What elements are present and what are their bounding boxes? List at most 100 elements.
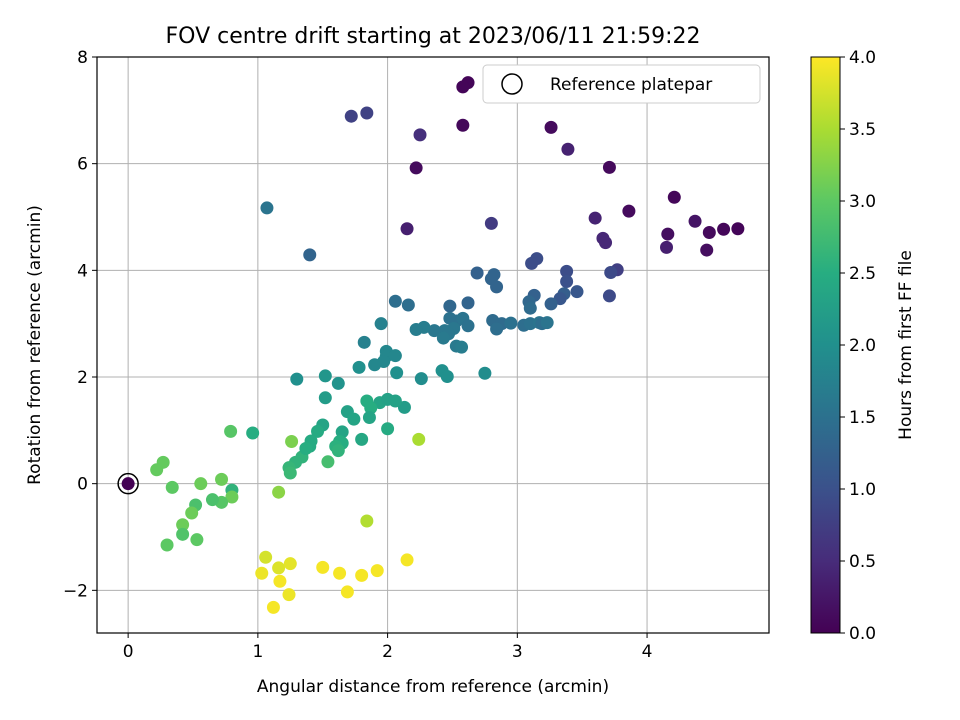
data-point [388,394,402,408]
data-point [331,444,345,458]
data-point [400,222,414,236]
data-point [455,340,469,354]
y-axis-label: Rotation from reference (arcmin) [25,205,45,485]
data-point [273,574,287,588]
data-point [400,553,414,567]
data-point [490,322,504,336]
y-tick-label: −2 [63,581,88,601]
y-tick-label: 2 [77,368,88,388]
data-point [667,190,681,204]
data-point [390,366,404,380]
x-axis: 0 1 2 3 4 [123,633,652,662]
data-point [401,298,415,312]
x-tick-label: 1 [252,642,263,662]
data-point [490,280,504,294]
data-point [331,376,345,390]
data-point [700,243,714,257]
data-point [224,424,238,438]
data-point [602,160,616,174]
data-point [316,560,330,574]
data-point [523,301,537,315]
colorbar: 0.0 0.5 1.0 1.5 2.0 2.5 3.0 3.5 4.0 Hours from f… [810,48,916,644]
data-point [344,109,358,123]
legend-label: Reference platepar [550,75,712,95]
plot-grid [97,56,769,633]
data-point [381,422,395,436]
colorbar-ticks: 0.0 0.5 1.0 1.5 2.0 2.5 3.0 3.5 4.0 [840,48,876,644]
data-point [717,222,731,236]
y-tick-label: 0 [77,475,88,495]
data-point [303,248,317,262]
data-point [413,128,427,142]
data-point [364,401,378,415]
legend: Reference platepar [482,64,761,104]
y-tick-label: 4 [77,261,88,281]
colorbar-tick-label: 3.5 [849,120,876,140]
data-point [318,369,332,383]
data-point [570,285,584,299]
data-point [427,324,441,338]
chart-title: FOV centre drift starting at 2023/06/11 … [166,24,701,49]
data-point [470,266,484,280]
data-point [560,264,574,278]
colorbar-tick-label: 4.0 [849,48,876,68]
data-point [272,561,286,575]
data-point [588,211,602,225]
data-point [368,358,382,372]
data-point [321,455,335,469]
data-point [360,514,374,528]
data-point [602,289,616,303]
data-point [165,480,179,494]
data-point [731,222,745,236]
x-axis-label: Angular distance from reference (arcmin) [257,677,609,697]
colorbar-tick-label: 2.0 [849,336,876,356]
data-point [414,372,428,386]
data-point [185,506,199,520]
y-axis: −2 0 2 4 6 8 [63,48,97,601]
data-point [215,472,229,486]
colorbar-tick-label: 0.5 [849,552,876,572]
legend-box [482,64,761,104]
data-point [560,275,574,289]
data-point [409,161,423,175]
data-point [360,106,374,120]
data-point [255,566,269,580]
data-point [150,463,164,477]
data-point [456,80,470,94]
data-point [290,372,304,386]
data-point [282,588,296,602]
data-point [340,585,354,599]
data-point [388,349,402,363]
data-point [484,216,498,230]
data-point [504,316,518,330]
data-point [121,477,135,491]
x-tick-label: 2 [382,642,393,662]
data-point [176,527,190,541]
data-point [409,323,423,337]
data-point [478,366,492,380]
data-point [357,335,371,349]
data-point [604,265,618,279]
x-tick-label: 0 [123,642,134,662]
colorbar-label: Hours from first FF file [896,250,916,440]
data-point [660,240,674,254]
data-point [362,411,376,425]
data-point [461,319,475,333]
data-point [436,331,450,345]
data-point [352,360,366,374]
data-point [370,564,384,578]
data-point [176,518,190,532]
y-tick-label: 8 [77,48,88,68]
data-point [540,316,554,330]
data-point [443,299,457,313]
data-point [299,441,313,455]
data-point [702,225,716,239]
colorbar-tick-label: 1.0 [849,480,876,500]
data-point [388,294,402,308]
colorbar-tick-label: 0.0 [849,624,876,644]
data-point [374,317,388,331]
data-point [190,533,204,547]
data-point [561,142,575,156]
data-point [318,391,332,405]
